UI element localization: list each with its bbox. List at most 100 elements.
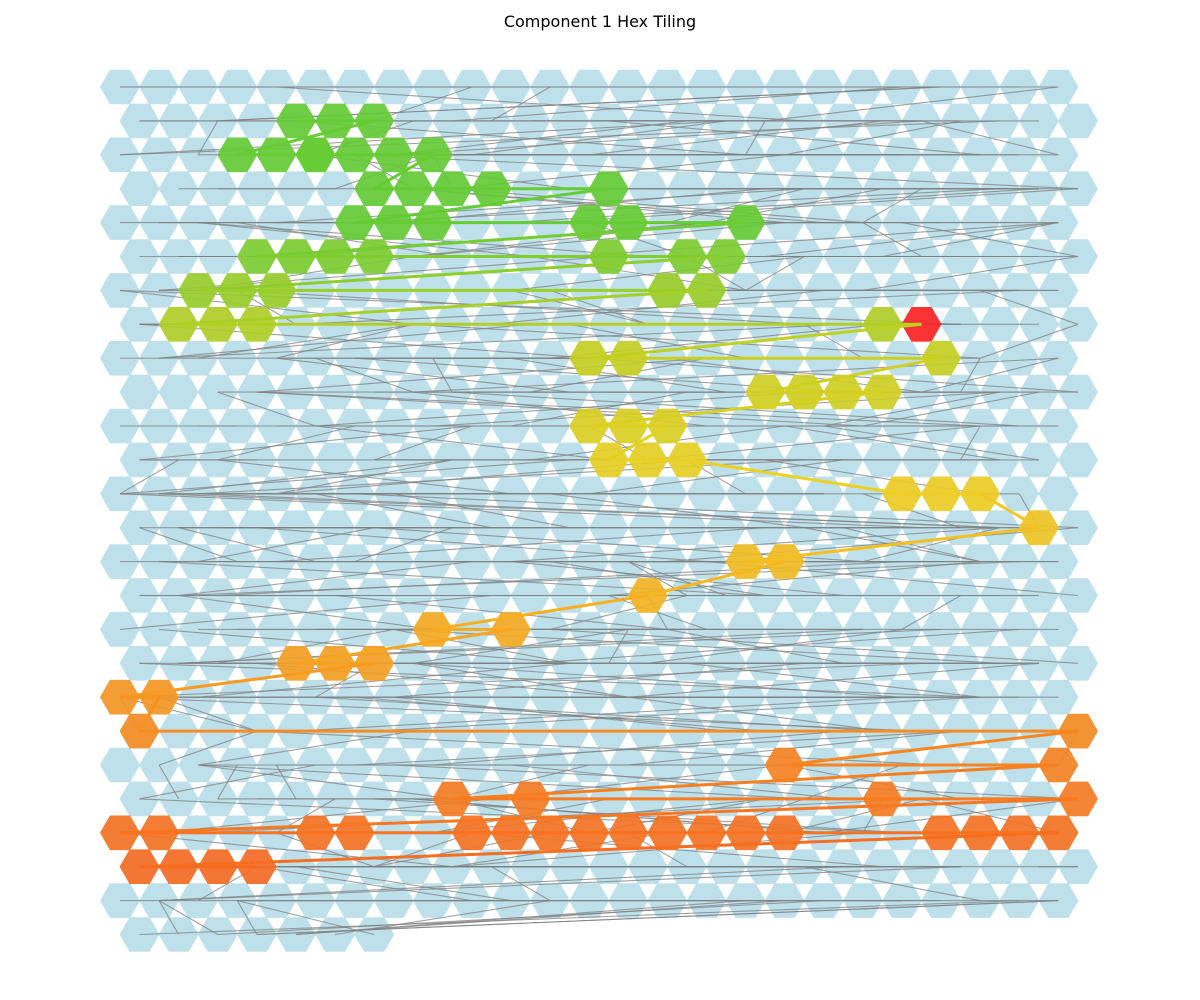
background-edge — [804, 866, 981, 902]
background-edge — [276, 357, 570, 393]
path-edge — [354, 187, 609, 225]
background-edge — [784, 120, 961, 156]
path-edge — [589, 390, 883, 428]
path-edge — [686, 458, 903, 496]
path-edge — [979, 492, 1040, 529]
hex-cell — [1058, 646, 1098, 681]
background-edge — [862, 255, 1079, 291]
background-edge — [491, 86, 551, 122]
background-edge — [862, 188, 922, 224]
background-edge — [276, 86, 805, 122]
background-edge — [354, 154, 1078, 190]
background-edge — [569, 323, 746, 359]
hex-cell — [354, 917, 395, 952]
background-edge — [217, 900, 824, 936]
hex-cell — [139, 137, 180, 173]
background-edge — [862, 222, 922, 257]
path-hex — [217, 137, 258, 173]
background-edge — [256, 900, 1059, 936]
chart-title: Component 1 Hex Tiling — [503, 12, 697, 31]
background-edge — [589, 120, 883, 156]
path-hex — [1058, 713, 1098, 749]
path-edge — [373, 153, 434, 190]
background-edge — [374, 696, 981, 732]
background-edge — [236, 900, 258, 935]
background-edge — [413, 323, 981, 359]
hex-cell — [1058, 578, 1098, 613]
hex-cell — [119, 374, 160, 410]
background-edge — [510, 289, 648, 325]
background-edge — [158, 900, 219, 935]
hex-cell — [1058, 442, 1098, 478]
background-edge — [198, 730, 414, 766]
background-edge — [784, 425, 1000, 461]
background-edge — [256, 866, 472, 902]
background-edge — [198, 527, 375, 563]
background-edge — [159, 493, 1000, 529]
background-edge — [589, 459, 844, 495]
background-edge — [237, 900, 375, 936]
background-edge — [354, 493, 1078, 529]
hex-cell — [158, 917, 199, 952]
background-edge — [921, 357, 1059, 393]
background-edge — [745, 120, 766, 156]
hex-cell — [1058, 171, 1098, 206]
path-edge — [784, 729, 1079, 767]
background-edge — [804, 764, 903, 800]
background-edge — [178, 561, 1020, 597]
background-edge — [491, 866, 551, 902]
background-edge — [471, 120, 727, 156]
background-edge — [608, 629, 629, 664]
background-edge — [119, 594, 492, 630]
path-edge — [236, 119, 375, 157]
background-edge — [745, 256, 805, 291]
background-edge — [275, 764, 297, 800]
path-edge — [745, 526, 1040, 564]
hex-cell — [1018, 578, 1059, 613]
background-edge — [198, 764, 805, 800]
background-edge — [158, 900, 180, 935]
background-edge — [276, 323, 414, 359]
path-hex — [588, 171, 629, 206]
background-edge — [237, 289, 805, 325]
hex-cell — [1058, 239, 1098, 274]
path-edges — [119, 119, 1079, 869]
background-edge — [765, 222, 1059, 258]
path-hex — [1018, 510, 1059, 545]
hex-cell — [1058, 374, 1098, 410]
background-edge — [432, 730, 844, 766]
background-edge — [334, 900, 551, 936]
background-edge — [765, 86, 1059, 122]
background-edge — [413, 662, 903, 698]
path-edge — [198, 255, 727, 292]
path-edge — [178, 288, 707, 326]
background-edge — [647, 628, 903, 664]
background-edge — [354, 527, 453, 563]
hex-cell — [1018, 307, 1059, 342]
background-edge — [510, 561, 844, 597]
path-edge — [295, 627, 512, 665]
background-edge — [159, 866, 961, 902]
background-edge — [315, 493, 492, 529]
background-edge — [315, 425, 609, 461]
background-edge — [295, 866, 512, 902]
background-edge — [158, 764, 180, 800]
background-edge — [862, 391, 1039, 427]
background-edge — [119, 459, 179, 495]
background-edge — [217, 459, 512, 495]
path-hex — [862, 374, 903, 410]
background-edge — [139, 527, 238, 563]
path-edge — [139, 831, 1059, 869]
path-edge — [647, 560, 786, 597]
hex-cell — [1058, 103, 1098, 139]
background-edge — [139, 900, 1020, 936]
path-edge — [119, 661, 375, 699]
path-edge — [764, 356, 942, 394]
background-edge — [549, 289, 649, 325]
background-edge — [159, 866, 844, 902]
hex-cell — [119, 171, 160, 206]
background-edge — [510, 764, 844, 800]
hex-cell — [1018, 442, 1059, 478]
background-edge — [198, 323, 414, 359]
